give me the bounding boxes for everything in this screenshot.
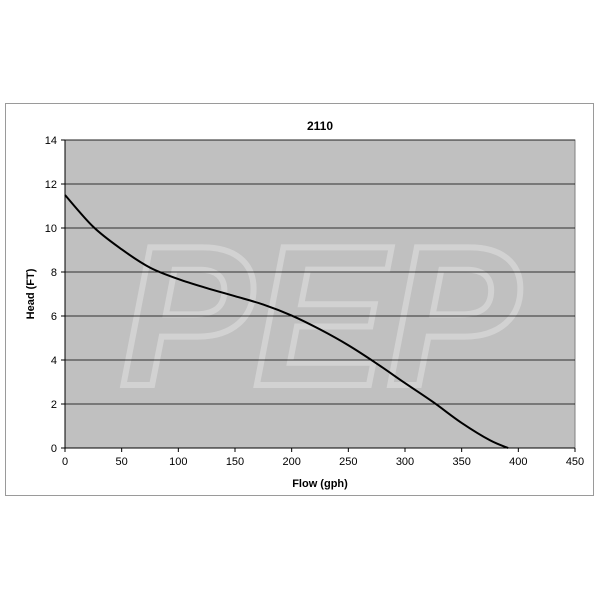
y-tick-label: 4: [51, 355, 57, 367]
x-tick-label: 250: [339, 456, 357, 468]
x-tick-label: 350: [452, 456, 470, 468]
x-axis-label: Flow (gph): [292, 478, 348, 490]
y-tick-label: 6: [51, 311, 57, 323]
x-tick-label: 200: [282, 456, 300, 468]
chart-title: 2110: [307, 119, 333, 133]
y-tick-label: 14: [45, 135, 57, 147]
x-tick-label: 450: [566, 456, 584, 468]
x-tick-label: 150: [226, 456, 244, 468]
y-tick-label: 0: [51, 443, 57, 455]
y-tick-label: 2: [51, 399, 57, 411]
watermark-text: PEP: [120, 205, 521, 428]
chart-frame: [5, 103, 594, 496]
y-axis-label: Head (FT): [25, 268, 37, 319]
watermark-logo: PEP: [117, 202, 524, 431]
y-tick-label: 10: [45, 223, 57, 235]
y-tick-label: 8: [51, 267, 57, 279]
y-tick-label: 12: [45, 179, 57, 191]
x-tick-label: 0: [62, 456, 68, 468]
x-tick-label: 100: [169, 456, 187, 468]
x-tick-label: 50: [116, 456, 128, 468]
series-line: [64, 194, 509, 449]
x-tick-label: 400: [509, 456, 527, 468]
x-tick-label: 300: [396, 456, 414, 468]
